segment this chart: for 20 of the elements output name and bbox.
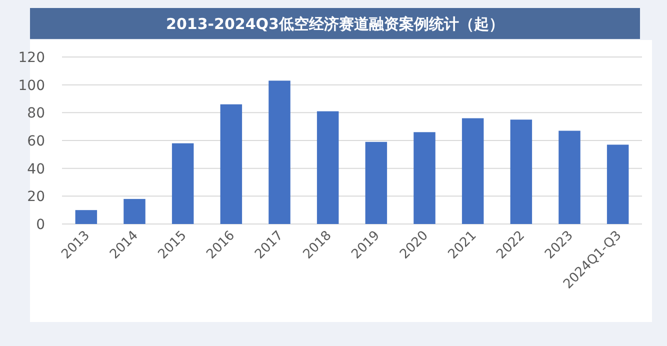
y-tick-label: 20 <box>27 189 45 206</box>
y-tick-label: 120 <box>18 50 45 66</box>
bar <box>462 118 484 224</box>
y-tick-label: 0 <box>36 217 45 233</box>
bar <box>316 111 339 224</box>
y-tick-label: 100 <box>18 78 45 94</box>
bar <box>172 143 194 224</box>
bar <box>75 210 98 224</box>
bar <box>606 144 629 224</box>
bar <box>268 80 290 224</box>
bar <box>365 142 388 224</box>
bar <box>124 198 146 224</box>
bar <box>414 132 436 224</box>
y-tick-label: 80 <box>27 106 45 122</box>
y-tick-label: 40 <box>27 161 45 178</box>
bar <box>558 130 580 224</box>
y-tick-label: 60 <box>27 134 45 150</box>
bar <box>510 120 532 224</box>
chart-title: 2013-2024Q3低空经济赛道融资案例统计（起） <box>166 15 504 33</box>
bar <box>220 104 242 224</box>
